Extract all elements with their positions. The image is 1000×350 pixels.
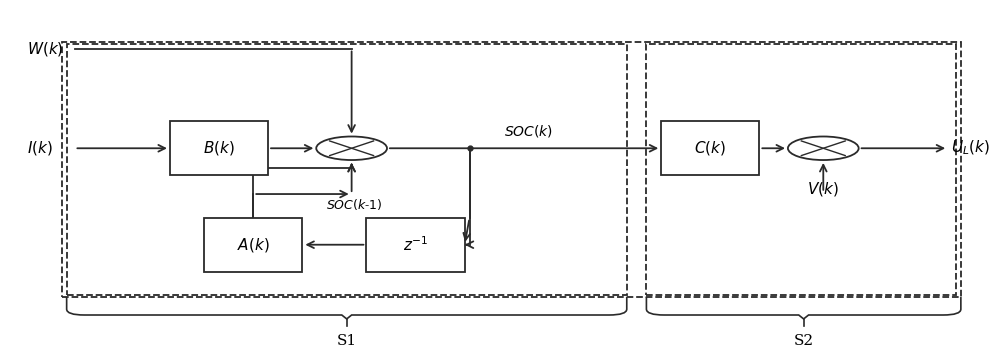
FancyBboxPatch shape [366, 218, 465, 272]
Text: $SOC(k)$: $SOC(k)$ [504, 123, 553, 139]
Text: $C(k)$: $C(k)$ [694, 139, 726, 157]
Text: $z^{-1}$: $z^{-1}$ [403, 235, 428, 254]
FancyBboxPatch shape [170, 121, 268, 175]
Text: $B(k)$: $B(k)$ [203, 139, 235, 157]
Text: $I(k)$: $I(k)$ [27, 139, 53, 157]
FancyBboxPatch shape [204, 218, 302, 272]
Text: $A(k)$: $A(k)$ [237, 236, 270, 254]
Text: S2: S2 [794, 334, 814, 348]
FancyBboxPatch shape [661, 121, 759, 175]
Text: S1: S1 [337, 334, 357, 348]
Text: $V(k)$: $V(k)$ [807, 180, 839, 198]
Text: $W(k)$: $W(k)$ [27, 40, 64, 57]
Text: $SOC(k$-$1)$: $SOC(k$-$1)$ [326, 197, 383, 212]
Text: $U_L(k)$: $U_L(k)$ [951, 139, 990, 158]
